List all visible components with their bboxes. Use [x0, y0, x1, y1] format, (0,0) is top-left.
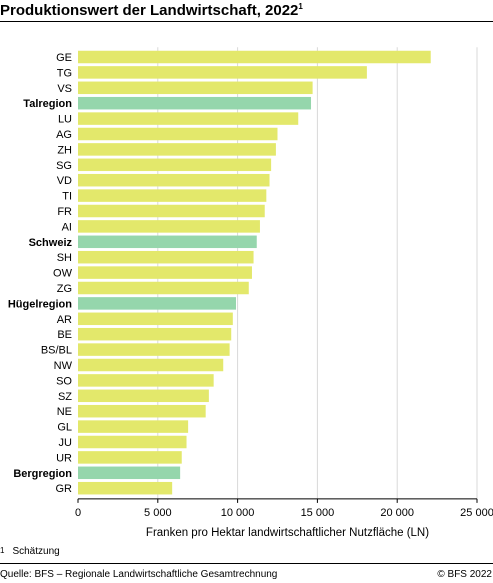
footnote-text: Schätzung [12, 546, 60, 557]
category-label-ag: AG [56, 129, 72, 141]
category-label-ar: AR [57, 314, 72, 326]
x-tick-label: 20 000 [380, 507, 414, 519]
x-tick-label: 0 [75, 507, 81, 519]
bar-zg [78, 281, 249, 295]
category-label-fr: FR [57, 206, 72, 218]
footer-rule [0, 563, 493, 564]
category-label-hügelregion: Hügelregion [8, 298, 72, 310]
category-label-tg: TG [57, 67, 72, 79]
category-label-talregion: Talregion [23, 98, 72, 110]
category-label-bs-bl: BS/BL [41, 345, 72, 357]
copyright: © BFS 2022 [437, 569, 492, 580]
bar-gl [78, 420, 189, 433]
category-label-vs: VS [57, 83, 72, 95]
category-label-ow: OW [53, 268, 73, 280]
category-labels: GE TG VS Talregion LU AG ZH SG VD TI FR AI Schweiz SH… [8, 52, 73, 495]
bar-bergregion [78, 466, 181, 480]
bar-sg [78, 158, 272, 172]
category-label-sh: SH [57, 252, 72, 264]
bar-ar [78, 312, 233, 326]
bar-bs-bl [78, 343, 230, 356]
bar-ow [78, 266, 252, 279]
category-label-nw: NW [54, 360, 73, 372]
category-label-schweiz: Schweiz [29, 237, 73, 249]
bar-sz [78, 389, 209, 403]
category-label-vd: VD [57, 175, 72, 187]
category-label-bergregion: Bergregion [13, 468, 72, 480]
bar-ne [78, 404, 206, 418]
bar-schweiz [78, 235, 257, 249]
bar-nw [78, 358, 224, 372]
category-label-ai: AI [62, 221, 72, 233]
category-label-zh: ZH [57, 144, 72, 156]
category-label-gl: GL [57, 422, 72, 434]
category-label-ne: NE [57, 406, 72, 418]
bar-gr [78, 481, 173, 495]
bar-ur [78, 451, 182, 464]
bar-talregion [78, 96, 312, 110]
x-tick-label: 25 000 [460, 507, 493, 519]
bar-tg [78, 66, 367, 79]
bar-be [78, 327, 232, 341]
category-label-sg: SG [56, 160, 72, 172]
x-tick-label: 10 000 [221, 507, 255, 519]
x-tick-label: 5 000 [144, 507, 172, 519]
category-label-sz: SZ [58, 391, 72, 403]
category-label-ju: JU [59, 437, 73, 449]
chart-title: Produktionswert der Landwirtschaft, 2022… [0, 2, 303, 19]
category-label-so: SO [56, 375, 72, 387]
bars [78, 50, 431, 495]
footnote: 1 Schätzung [0, 546, 60, 557]
source-note: Quelle: BFS – Regionale Landwirtschaftli… [0, 569, 278, 580]
bar-so [78, 374, 214, 387]
x-tick-label: 15 000 [301, 507, 335, 519]
title-footnote-mark: 1 [298, 2, 303, 11]
category-label-ti: TI [62, 191, 72, 203]
bar-ju [78, 435, 187, 449]
category-label-ur: UR [56, 452, 72, 464]
bar-fr [78, 204, 265, 218]
bar-ag [78, 127, 278, 141]
bar-zh [78, 143, 276, 156]
title-rule [0, 21, 493, 22]
category-label-gr: GR [56, 483, 73, 495]
bar-vs [78, 81, 313, 95]
bar-vd [78, 173, 270, 187]
bar-sh [78, 250, 254, 264]
bar-ti [78, 189, 267, 202]
category-label-ge: GE [56, 52, 72, 64]
category-label-zg: ZG [57, 283, 72, 295]
x-tick-labels: 0 5 000 10 000 15 000 20 000 25 000 [75, 498, 493, 519]
bar-lu [78, 112, 299, 125]
x-axis-label: Franken pro Hektar landwirtschaftlicher … [146, 527, 429, 539]
footnote-mark: 1 [0, 546, 5, 555]
category-label-be: BE [57, 329, 72, 341]
bar-hügelregion [78, 297, 237, 310]
bar-ge [78, 50, 431, 64]
category-label-lu: LU [58, 114, 72, 126]
bar-ai [78, 220, 260, 233]
